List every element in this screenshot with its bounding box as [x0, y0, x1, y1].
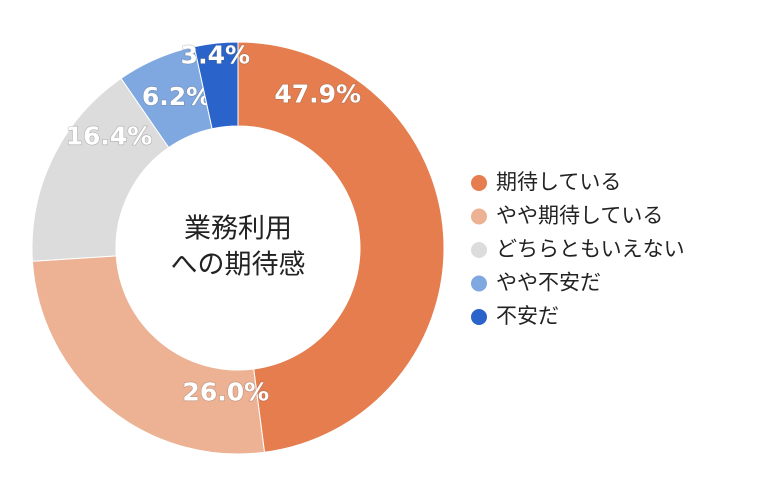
legend-marker: [471, 208, 487, 225]
legend-marker: [471, 175, 487, 191]
donut-slice: [31, 255, 266, 455]
legend-marker: [471, 242, 487, 258]
value-label: 16.4%: [66, 121, 153, 150]
legend-marker: [471, 275, 487, 292]
legend-label: 不安だ: [496, 304, 559, 328]
legend-label: 期待している: [496, 170, 621, 194]
donut-slice: [237, 41, 445, 453]
legend-label: やや期待している: [496, 204, 663, 228]
donut-slice: [193, 41, 239, 130]
legend-label: やや不安だ: [496, 271, 601, 295]
center-text: への期待感: [171, 250, 306, 281]
center-text: 業務利用: [184, 214, 292, 245]
value-label: 6.2%: [142, 82, 211, 111]
value-label: 26.0%: [182, 377, 269, 406]
value-label: 47.9%: [274, 80, 361, 109]
value-label: 3.4%: [181, 40, 250, 69]
legend-label: どちらともいえない: [496, 237, 685, 261]
legend-marker: [471, 309, 487, 325]
